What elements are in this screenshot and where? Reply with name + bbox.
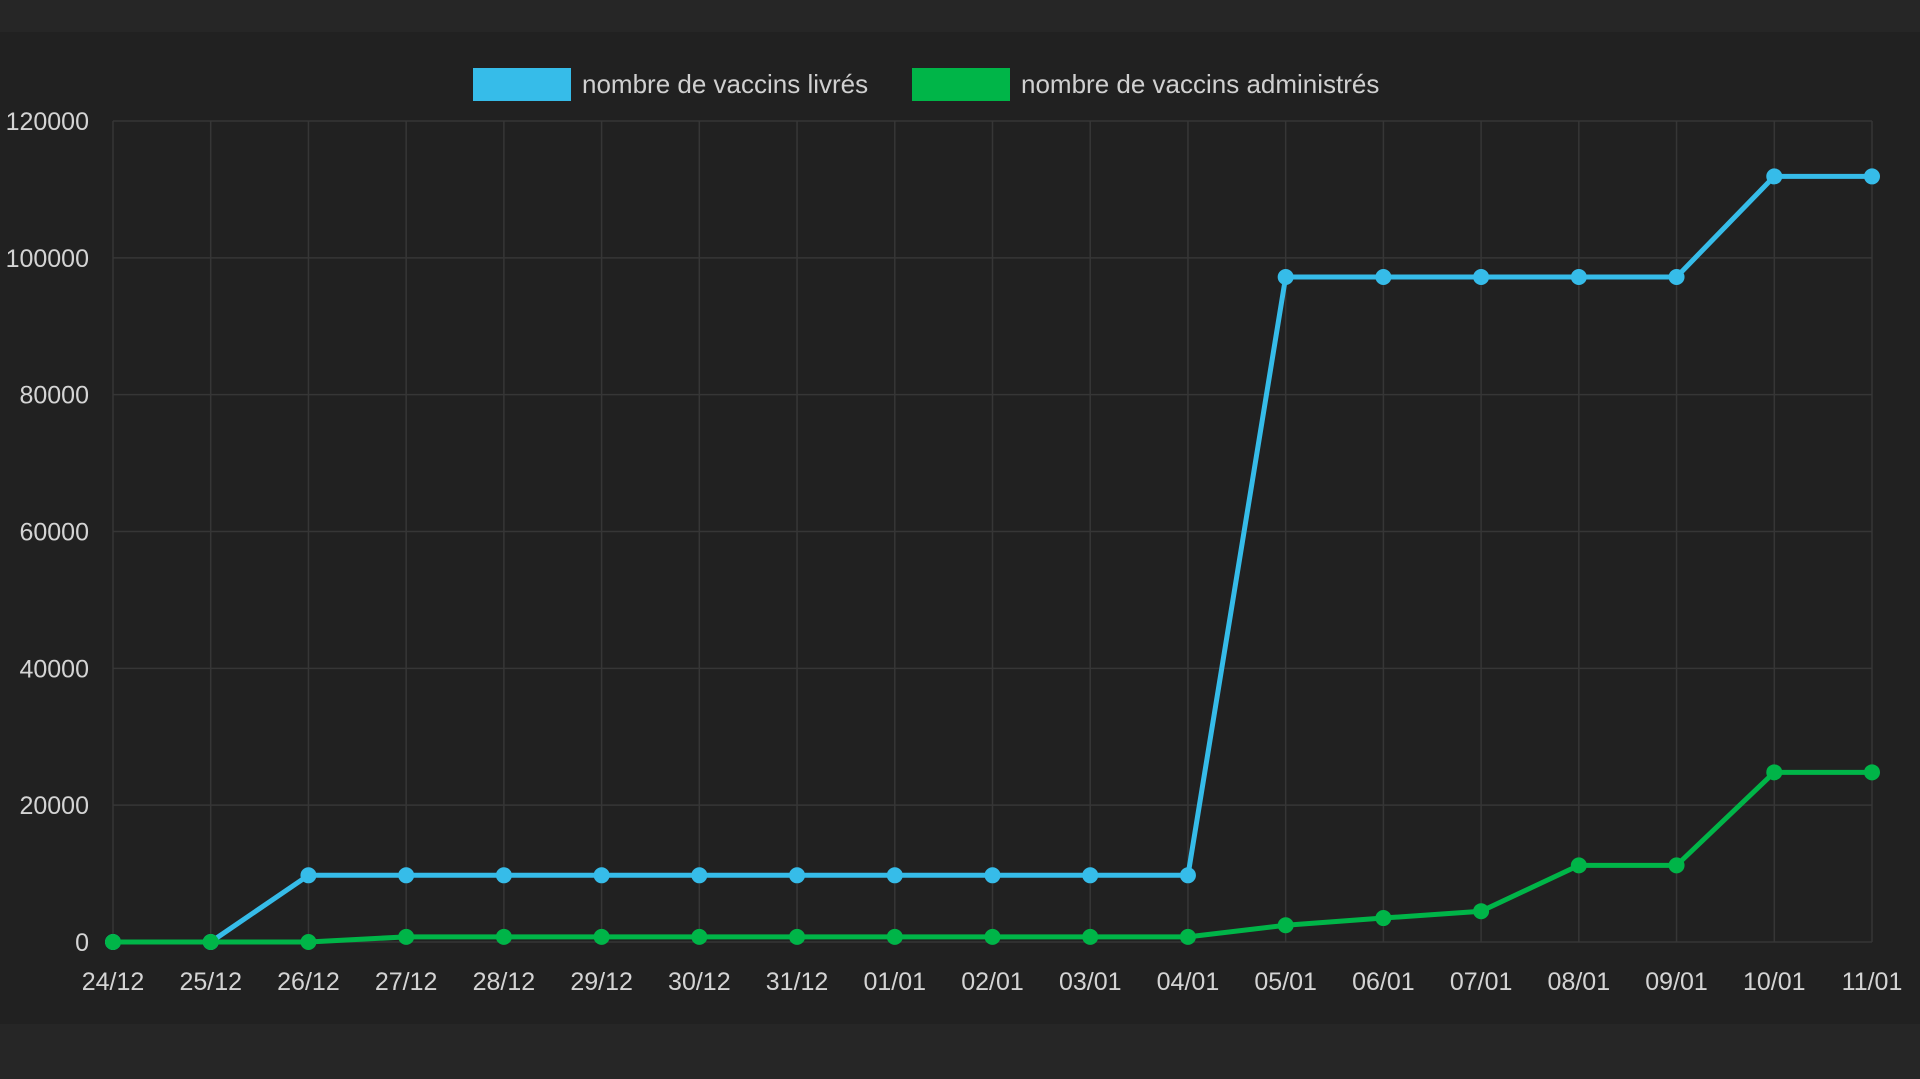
data-point[interactable]	[1375, 910, 1392, 927]
series	[105, 168, 1880, 950]
x-tick-label: 02/01	[961, 968, 1024, 996]
y-axis-ticks: 0 20000 40000 60000 80000 100000 120000	[6, 108, 89, 957]
data-point[interactable]	[789, 928, 806, 945]
data-point[interactable]	[1864, 168, 1880, 185]
data-point[interactable]	[1082, 867, 1099, 884]
x-tick-label: 10/01	[1743, 968, 1806, 996]
data-point[interactable]	[593, 928, 610, 945]
data-point[interactable]	[886, 928, 903, 945]
data-point[interactable]	[984, 867, 1001, 884]
x-tick-label: 26/12	[277, 968, 340, 996]
data-point[interactable]	[593, 867, 610, 884]
y-tick-label: 120000	[6, 108, 89, 136]
y-tick-label: 0	[75, 929, 89, 957]
data-point[interactable]	[1570, 268, 1587, 285]
chart-panel: nombre de vaccins livrés nombre de vaccin…	[0, 32, 1920, 1024]
x-tick-label: 25/12	[179, 968, 242, 996]
data-point[interactable]	[495, 928, 512, 945]
x-tick-label: 27/12	[375, 968, 438, 996]
data-point[interactable]	[1082, 928, 1099, 945]
data-point[interactable]	[300, 934, 317, 950]
data-point[interactable]	[1473, 903, 1490, 920]
data-point[interactable]	[398, 928, 415, 945]
data-point[interactable]	[1668, 857, 1685, 874]
y-tick-label: 100000	[6, 245, 89, 273]
data-point[interactable]	[1766, 168, 1783, 185]
x-tick-label: 01/01	[863, 968, 926, 996]
data-point[interactable]	[691, 928, 708, 945]
data-point[interactable]	[202, 934, 219, 950]
data-point[interactable]	[789, 867, 806, 884]
data-point[interactable]	[1473, 268, 1490, 285]
data-point[interactable]	[1668, 268, 1685, 285]
top-band	[0, 0, 1920, 32]
data-point[interactable]	[1179, 928, 1196, 945]
x-tick-label: 30/12	[668, 968, 731, 996]
legend-label: nombre de vaccins administrés	[1021, 69, 1379, 99]
data-point[interactable]	[1277, 917, 1294, 934]
y-tick-label: 20000	[19, 792, 89, 820]
x-tick-label: 05/01	[1254, 968, 1317, 996]
data-point[interactable]	[1766, 764, 1783, 781]
legend-label: nombre de vaccins livrés	[582, 69, 868, 99]
x-tick-label: 29/12	[570, 968, 633, 996]
line-chart: nombre de vaccins livrés nombre de vaccin…	[6, 68, 1903, 996]
y-tick-label: 80000	[19, 382, 89, 410]
legend-swatch	[912, 68, 1010, 101]
data-point[interactable]	[886, 867, 903, 884]
x-tick-label: 04/01	[1157, 968, 1220, 996]
y-tick-label: 60000	[19, 519, 89, 547]
y-tick-label: 40000	[19, 655, 89, 683]
data-point[interactable]	[105, 934, 121, 950]
x-tick-label: 06/01	[1352, 968, 1415, 996]
grid	[112, 120, 1873, 943]
data-point[interactable]	[1570, 857, 1587, 874]
data-point[interactable]	[1277, 268, 1294, 285]
x-tick-label: 31/12	[766, 968, 829, 996]
data-point[interactable]	[984, 928, 1001, 945]
data-point[interactable]	[1179, 867, 1196, 884]
x-tick-label: 03/01	[1059, 968, 1122, 996]
data-point[interactable]	[1375, 268, 1392, 285]
data-point[interactable]	[300, 867, 317, 884]
series-vaccins-livres	[105, 168, 1880, 950]
data-point[interactable]	[1864, 764, 1880, 781]
x-tick-label: 09/01	[1645, 968, 1708, 996]
x-tick-label: 08/01	[1548, 968, 1611, 996]
legend: nombre de vaccins livrés nombre de vaccin…	[473, 68, 1379, 101]
x-tick-label: 24/12	[82, 968, 145, 996]
bottom-band	[0, 1024, 1920, 1079]
data-point[interactable]	[495, 867, 512, 884]
x-tick-label: 07/01	[1450, 968, 1513, 996]
x-tick-label: 11/01	[1842, 968, 1903, 996]
data-point[interactable]	[691, 867, 708, 884]
legend-swatch	[473, 68, 571, 101]
x-tick-label: 28/12	[473, 968, 536, 996]
series-vaccins-administres	[105, 764, 1880, 950]
data-point[interactable]	[398, 867, 415, 884]
x-axis-ticks: 24/12 25/12 26/12 27/12 28/12 29/12 30/12 31/12…	[82, 968, 1903, 996]
